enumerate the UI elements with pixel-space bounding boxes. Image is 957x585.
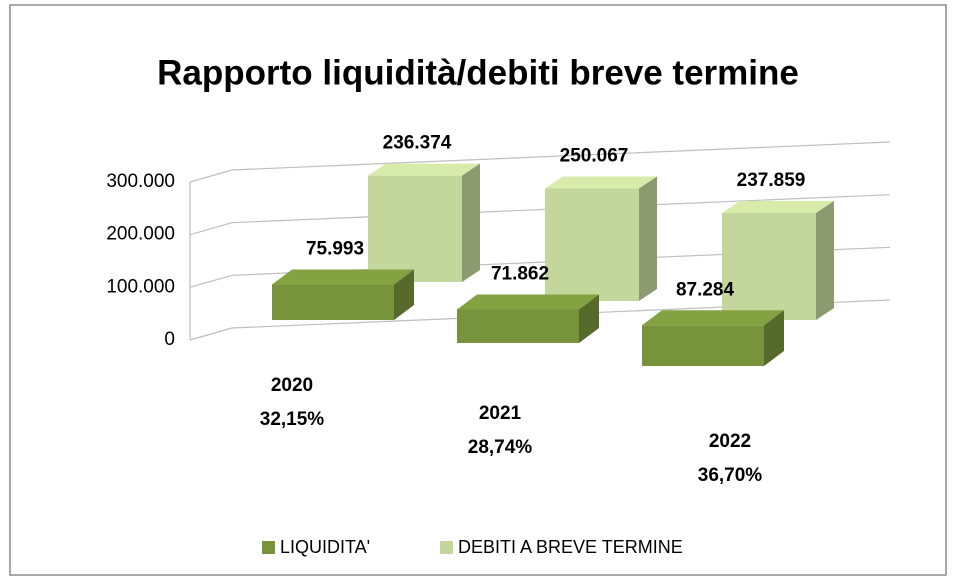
data-label: 237.859 <box>737 170 806 191</box>
x-tick-note: 32,15% <box>260 409 325 430</box>
data-label: 87.284 <box>676 279 735 300</box>
bar-top <box>642 310 784 326</box>
grid-line <box>189 141 891 183</box>
data-label: 236.374 <box>383 133 452 154</box>
bar-front <box>368 175 462 282</box>
legend-swatch <box>440 541 453 554</box>
bar-top <box>457 294 599 310</box>
chart-title: Rapporto liquidità/debiti breve termine <box>157 53 799 92</box>
bar-front <box>457 309 579 343</box>
y-tick-label: 300.000 <box>106 171 175 192</box>
bar-front <box>722 212 816 320</box>
x-tick-note: 28,74% <box>468 437 533 458</box>
grid-line <box>189 246 891 288</box>
grid-line <box>189 299 891 341</box>
bar-front <box>642 325 764 366</box>
bar-front <box>545 188 639 301</box>
legend-swatch <box>262 541 275 554</box>
data-label: 250.067 <box>560 145 629 166</box>
x-tick-note: 36,70% <box>698 465 763 486</box>
y-tick-label: 200.000 <box>106 224 175 245</box>
bar-top <box>368 163 480 176</box>
y-tick-label: 0 <box>164 329 175 350</box>
x-tick-label: 2020 <box>271 375 313 396</box>
legend-label: LIQUIDITA' <box>280 537 370 557</box>
bar-side <box>764 310 784 366</box>
x-tick-label: 2021 <box>479 403 522 424</box>
legend-label: DEBITI A BREVE TERMINE <box>458 537 683 557</box>
bar-side <box>394 269 414 320</box>
bar-side <box>816 200 834 320</box>
bar-side <box>639 176 657 301</box>
data-label: 75.993 <box>306 239 364 260</box>
bar-front <box>272 284 394 320</box>
y-tick-label: 100.000 <box>106 276 175 297</box>
data-label: 71.862 <box>491 263 549 284</box>
bar-side <box>462 163 480 282</box>
bar-side <box>579 294 599 343</box>
grid-line <box>189 194 891 236</box>
x-tick-label: 2022 <box>709 431 751 452</box>
bar-top <box>545 176 657 189</box>
bar-top <box>722 200 834 213</box>
bar-top <box>272 269 414 285</box>
